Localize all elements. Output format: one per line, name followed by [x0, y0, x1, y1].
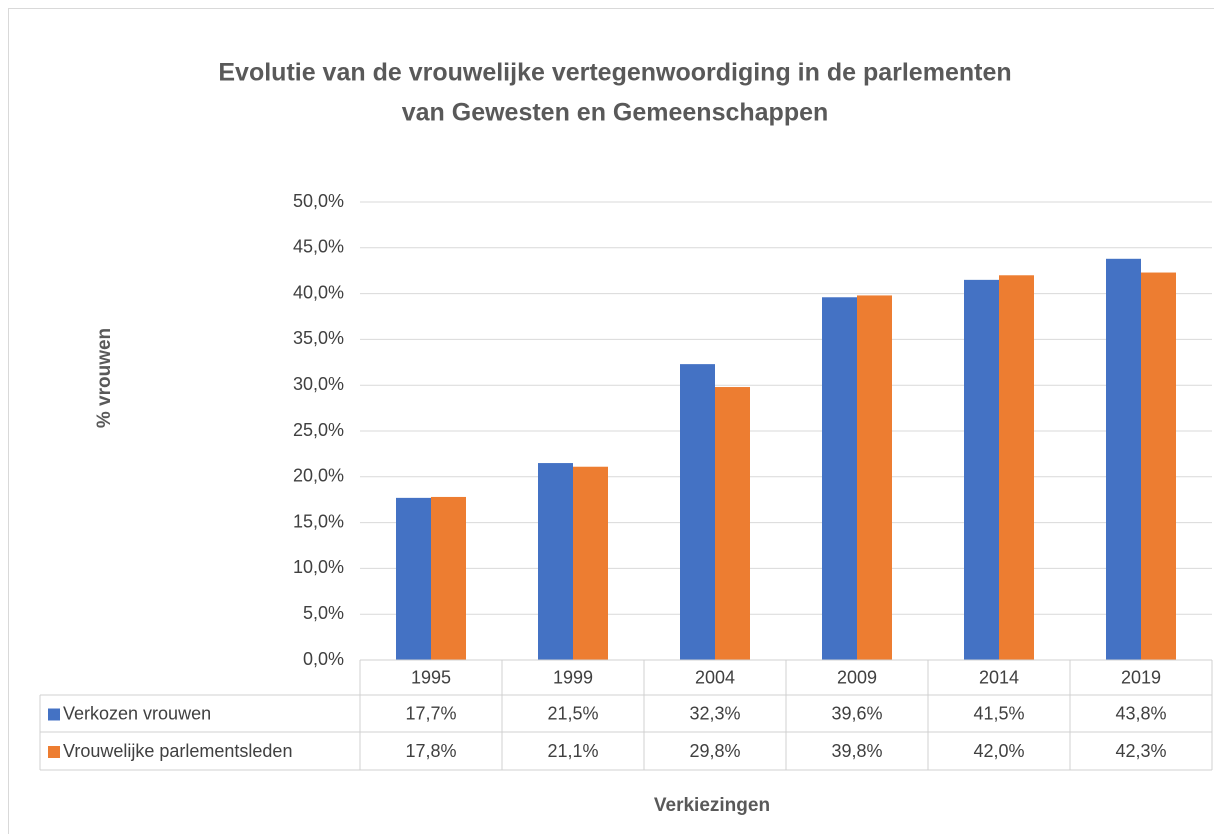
table-value: 43,8% [1115, 703, 1166, 723]
chart-subtitle: van Gewesten en Gemeenschappen [402, 99, 829, 127]
x-tick-label: 1995 [411, 667, 451, 687]
y-tick-label: 35,0% [293, 328, 344, 348]
x-tick-label: 2009 [837, 667, 877, 687]
y-tick-label: 0,0% [303, 649, 344, 669]
bar [538, 463, 573, 660]
y-tick-label: 30,0% [293, 374, 344, 394]
y-tick-label: 50,0% [293, 191, 344, 211]
bar [715, 387, 750, 660]
x-tick-label: 2019 [1121, 667, 1161, 687]
bar [1106, 258, 1141, 660]
table-value: 39,6% [831, 703, 882, 723]
table-value: 21,1% [547, 741, 598, 761]
y-tick-label: 5,0% [303, 603, 344, 623]
table-value: 21,5% [547, 703, 598, 723]
bar [1141, 272, 1176, 660]
legend-label: Vrouwelijke parlementsleden [63, 741, 292, 761]
x-tick-label: 2014 [979, 667, 1019, 687]
x-tick-label: 1999 [553, 667, 593, 687]
table-value: 32,3% [689, 703, 740, 723]
table-value: 42,3% [1115, 741, 1166, 761]
table-value: 17,8% [405, 741, 456, 761]
bar [857, 295, 892, 660]
bar [396, 497, 431, 660]
y-tick-label: 45,0% [293, 237, 344, 257]
table-value: 17,7% [405, 703, 456, 723]
y-tick-label: 25,0% [293, 420, 344, 440]
x-axis-title: Verkiezingen [654, 795, 770, 816]
x-tick-label: 2004 [695, 667, 735, 687]
y-tick-label: 20,0% [293, 466, 344, 486]
legend-swatch [48, 746, 60, 758]
chart-border [8, 8, 1214, 834]
y-tick-label: 15,0% [293, 511, 344, 531]
bar [999, 275, 1034, 660]
y-axis-title: % vrouwen [94, 328, 115, 428]
table-value: 29,8% [689, 741, 740, 761]
y-tick-label: 10,0% [293, 557, 344, 577]
table-value: 42,0% [973, 741, 1024, 761]
chart-title: Evolutie van de vrouwelijke vertegenwoor… [218, 59, 1011, 87]
legend-label: Verkozen vrouwen [63, 703, 211, 723]
table-value: 41,5% [973, 703, 1024, 723]
legend-swatch [48, 708, 60, 721]
bar [822, 297, 857, 660]
y-tick-label: 40,0% [293, 282, 344, 302]
bar [431, 496, 466, 660]
bar [964, 279, 999, 660]
bar [680, 364, 715, 660]
table-value: 39,8% [831, 741, 882, 761]
bar [573, 466, 608, 660]
